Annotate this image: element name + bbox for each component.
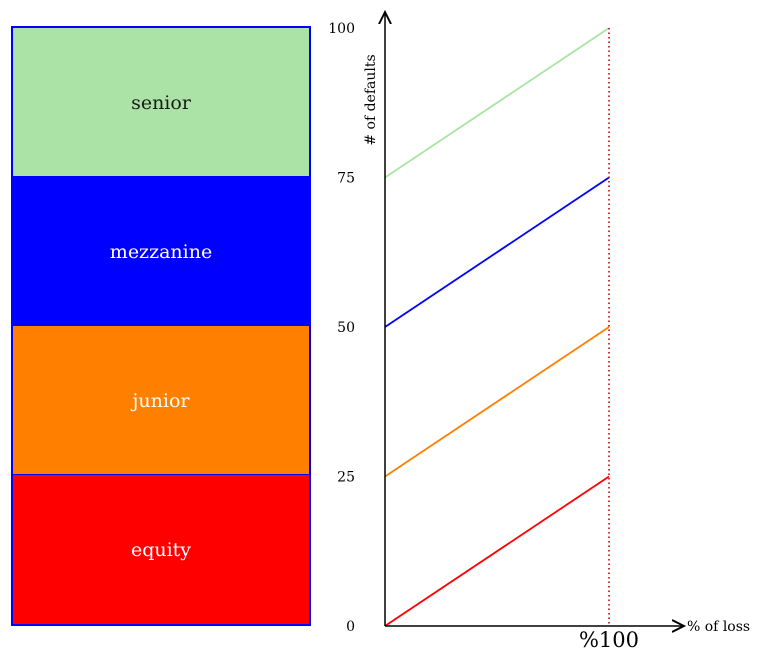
tranche-label: equity xyxy=(130,538,192,561)
y-tick-label: 100 xyxy=(328,21,355,37)
x-marker-label: %100 xyxy=(579,628,639,650)
y-tick-label: 0 xyxy=(346,619,355,635)
y-tick-label: 50 xyxy=(337,320,355,336)
series-line-2 xyxy=(384,176,610,328)
series-line-1 xyxy=(384,326,610,478)
tranche-senior: senior xyxy=(13,28,309,178)
tranche-label: mezzanine xyxy=(109,240,213,263)
tranche-equity: equity xyxy=(13,474,309,624)
tranche-label: junior xyxy=(132,389,190,412)
y-tick-label: 75 xyxy=(337,171,355,187)
y-tick-label: 25 xyxy=(337,470,355,486)
tranche-stack: senior mezzanine junior equity xyxy=(11,26,311,626)
series-line-0 xyxy=(384,475,610,627)
tranche-junior: junior xyxy=(13,325,309,475)
y-axis-label: # of defaults xyxy=(363,54,379,145)
tranche-mezzanine: mezzanine xyxy=(13,176,309,326)
tranche-label: senior xyxy=(131,92,191,114)
series-line-3 xyxy=(384,27,610,179)
x-axis-label: % of loss xyxy=(687,619,750,635)
